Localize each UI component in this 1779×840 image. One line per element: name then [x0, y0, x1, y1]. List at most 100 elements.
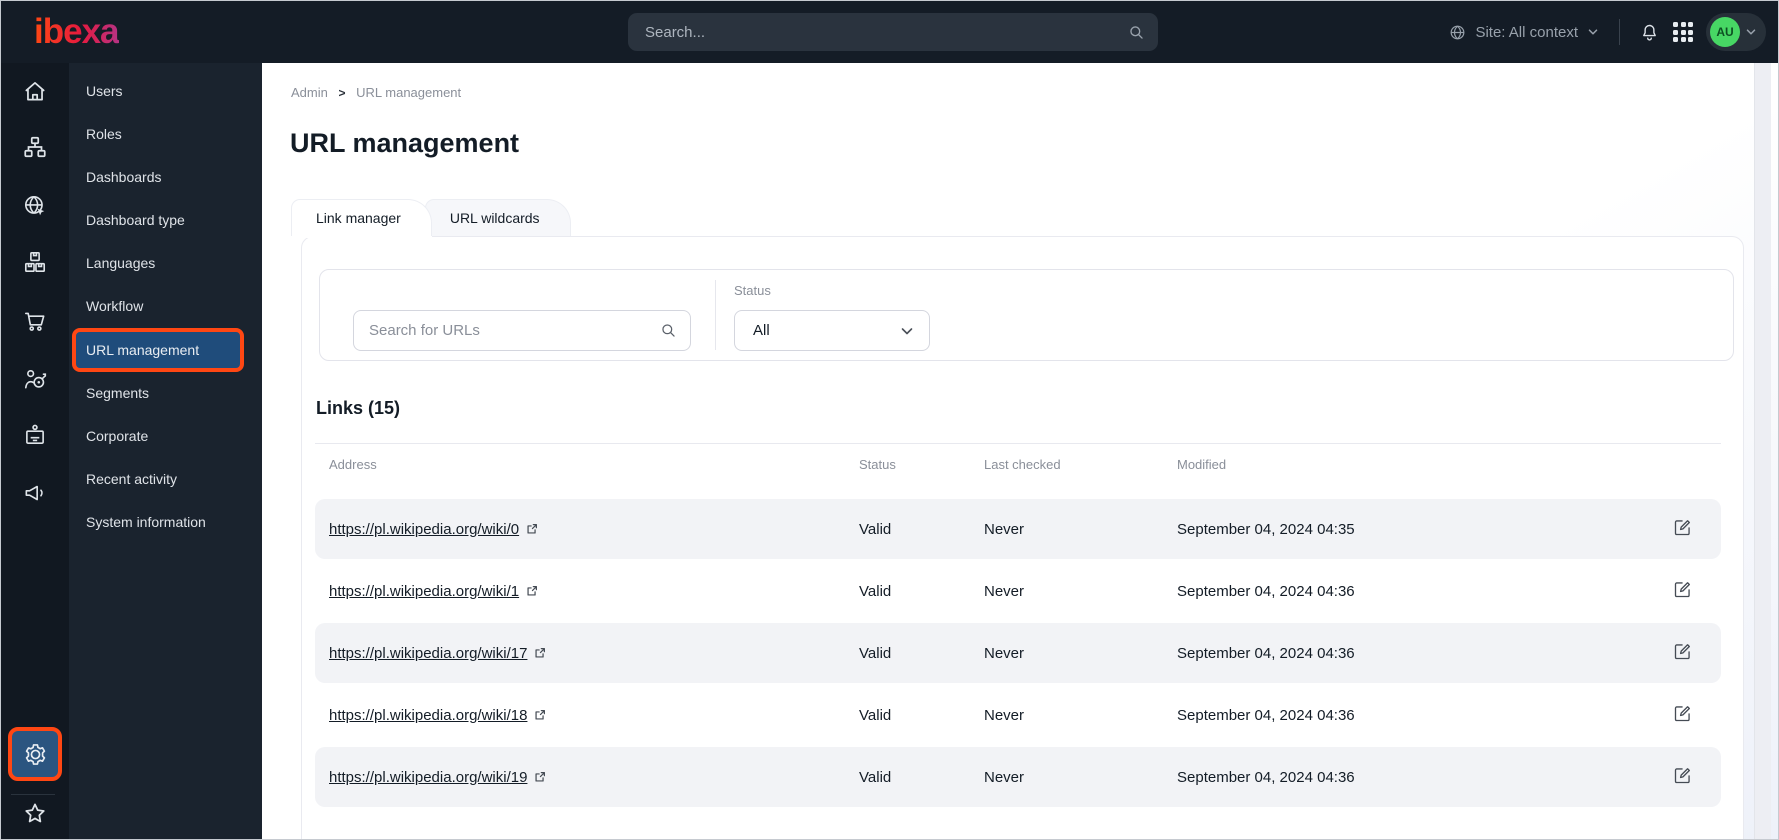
rail-divider: [11, 794, 55, 795]
external-link-icon[interactable]: [533, 646, 547, 660]
modified-cell: September 04, 2024 04:35: [1177, 520, 1355, 538]
table-row: https://pl.wikipedia.org/wiki/18 Valid N…: [315, 685, 1721, 745]
column-header-address: Address: [329, 457, 377, 472]
sidebar-item-system-information[interactable]: System information: [86, 514, 206, 530]
chevron-down-icon: [1586, 25, 1600, 39]
external-link-icon[interactable]: [533, 708, 547, 722]
table-row: https://pl.wikipedia.org/wiki/17 Valid N…: [315, 623, 1721, 683]
edit-url-button[interactable]: [1672, 765, 1693, 786]
external-link-icon[interactable]: [533, 770, 547, 784]
home-icon[interactable]: [22, 78, 48, 104]
modified-cell: September 04, 2024 04:36: [1177, 768, 1355, 786]
table-top-border: [315, 443, 1721, 444]
sidebar-item-workflow[interactable]: Workflow: [86, 298, 144, 314]
status-select[interactable]: All: [734, 310, 930, 351]
search-icon[interactable]: [1127, 23, 1146, 42]
url-link[interactable]: https://pl.wikipedia.org/wiki/19: [329, 768, 528, 786]
avatar[interactable]: AU: [1710, 17, 1740, 47]
user-menu[interactable]: AU: [1706, 13, 1766, 51]
sitemap-icon[interactable]: [22, 134, 48, 160]
sidebar-item-users[interactable]: Users: [86, 83, 123, 99]
personalization-target-icon[interactable]: [22, 366, 48, 392]
breadcrumb-separator: >: [338, 86, 346, 100]
breadcrumb: Admin > URL management: [291, 85, 1778, 100]
star-icon[interactable]: [21, 800, 49, 828]
column-header-last-checked: Last checked: [984, 457, 1061, 472]
last-checked-cell: Never: [984, 582, 1025, 600]
sidebar-item-languages[interactable]: Languages: [86, 255, 156, 271]
last-checked-cell: Never: [984, 706, 1025, 724]
link-manager-panel: Status All Links (15) Address Status Las…: [301, 236, 1744, 839]
ibexa-logo: ibexa: [34, 12, 119, 51]
last-checked-cell: Never: [984, 768, 1025, 786]
page-title: URL management: [290, 128, 520, 158]
url-link[interactable]: https://pl.wikipedia.org/wiki/1: [329, 582, 520, 600]
links-table: https://pl.wikipedia.org/wiki/0 Valid Ne…: [315, 499, 1721, 807]
site-context-label: Site: All context: [1475, 23, 1578, 41]
filter-bar: Status All: [319, 269, 1734, 361]
edit-url-button[interactable]: [1672, 641, 1693, 662]
app-grid-icon[interactable]: [1673, 22, 1693, 42]
chevron-down-icon: [1744, 25, 1758, 39]
cart-icon[interactable]: [22, 308, 48, 334]
last-checked-cell: Never: [984, 520, 1025, 538]
url-link[interactable]: https://pl.wikipedia.org/wiki/18: [329, 706, 528, 724]
url-search-field[interactable]: [353, 310, 691, 351]
edit-url-button[interactable]: [1672, 703, 1693, 724]
id-badge-icon[interactable]: [22, 422, 48, 448]
table-row: https://pl.wikipedia.org/wiki/0 Valid Ne…: [315, 499, 1721, 559]
url-link[interactable]: https://pl.wikipedia.org/wiki/17: [329, 644, 528, 662]
table-row: https://pl.wikipedia.org/wiki/19 Valid N…: [315, 747, 1721, 807]
admin-settings-active[interactable]: [8, 727, 62, 781]
status-cell: Valid: [859, 520, 892, 538]
topbar: ibexa Site: All context: [1, 1, 1778, 63]
breadcrumb-current: URL management: [356, 85, 462, 100]
packages-icon[interactable]: [22, 249, 48, 275]
external-link-icon[interactable]: [525, 522, 539, 536]
sidebar-item-url-management[interactable]: URL management: [72, 328, 244, 372]
status-label: Status: [734, 283, 771, 298]
globe-icon: [1448, 23, 1467, 42]
table-header-row: Address Status Last checked Modified: [302, 444, 1743, 485]
edit-url-button[interactable]: [1672, 517, 1693, 538]
status-cell: Valid: [859, 644, 892, 662]
status-cell: Valid: [859, 768, 892, 786]
tab-url-wildcards[interactable]: URL wildcards: [424, 199, 571, 236]
links-count-heading: Links (15): [316, 398, 401, 418]
url-search-input[interactable]: [354, 322, 659, 339]
tab-link-manager[interactable]: Link manager: [291, 199, 432, 236]
breadcrumb-admin[interactable]: Admin: [291, 85, 328, 100]
sidebar-item-roles[interactable]: Roles: [86, 126, 122, 142]
gear-icon: [22, 741, 49, 768]
search-icon[interactable]: [659, 321, 678, 340]
sidebar-item-segments[interactable]: Segments: [86, 385, 150, 401]
last-checked-cell: Never: [984, 644, 1025, 662]
site-context-selector[interactable]: Site: All context: [1448, 23, 1600, 42]
notifications-bell-icon[interactable]: [1639, 22, 1660, 43]
modified-cell: September 04, 2024 04:36: [1177, 582, 1355, 600]
topbar-divider: [1619, 19, 1620, 45]
sidebar-item-dashboard-type[interactable]: Dashboard type: [86, 212, 185, 228]
icon-rail: [1, 63, 69, 839]
edit-url-button[interactable]: [1672, 579, 1693, 600]
topbar-right: Site: All context AU: [1448, 1, 1766, 63]
column-header-status: Status: [859, 457, 896, 472]
tab-bar: Link manager URL wildcards: [291, 199, 1778, 236]
column-header-modified: Modified: [1177, 457, 1227, 472]
sidebar-item-corporate[interactable]: Corporate: [86, 428, 149, 444]
external-link-icon[interactable]: [525, 584, 539, 598]
modified-cell: September 04, 2024 04:36: [1177, 644, 1355, 662]
sidebar-item-recent-activity[interactable]: Recent activity: [86, 471, 178, 487]
status-select-value: All: [753, 322, 770, 339]
url-link[interactable]: https://pl.wikipedia.org/wiki/0: [329, 520, 520, 538]
globe-cursor-icon[interactable]: [22, 193, 48, 219]
modified-cell: September 04, 2024 04:36: [1177, 706, 1355, 724]
global-search[interactable]: [628, 13, 1158, 51]
chevron-down-icon: [899, 323, 915, 339]
megaphone-icon[interactable]: [22, 480, 48, 506]
sidebar-item-dashboards[interactable]: Dashboards: [86, 169, 162, 185]
status-cell: Valid: [859, 582, 892, 600]
global-search-input[interactable]: [628, 23, 1127, 41]
vertical-scrollbar[interactable]: [1754, 63, 1771, 839]
